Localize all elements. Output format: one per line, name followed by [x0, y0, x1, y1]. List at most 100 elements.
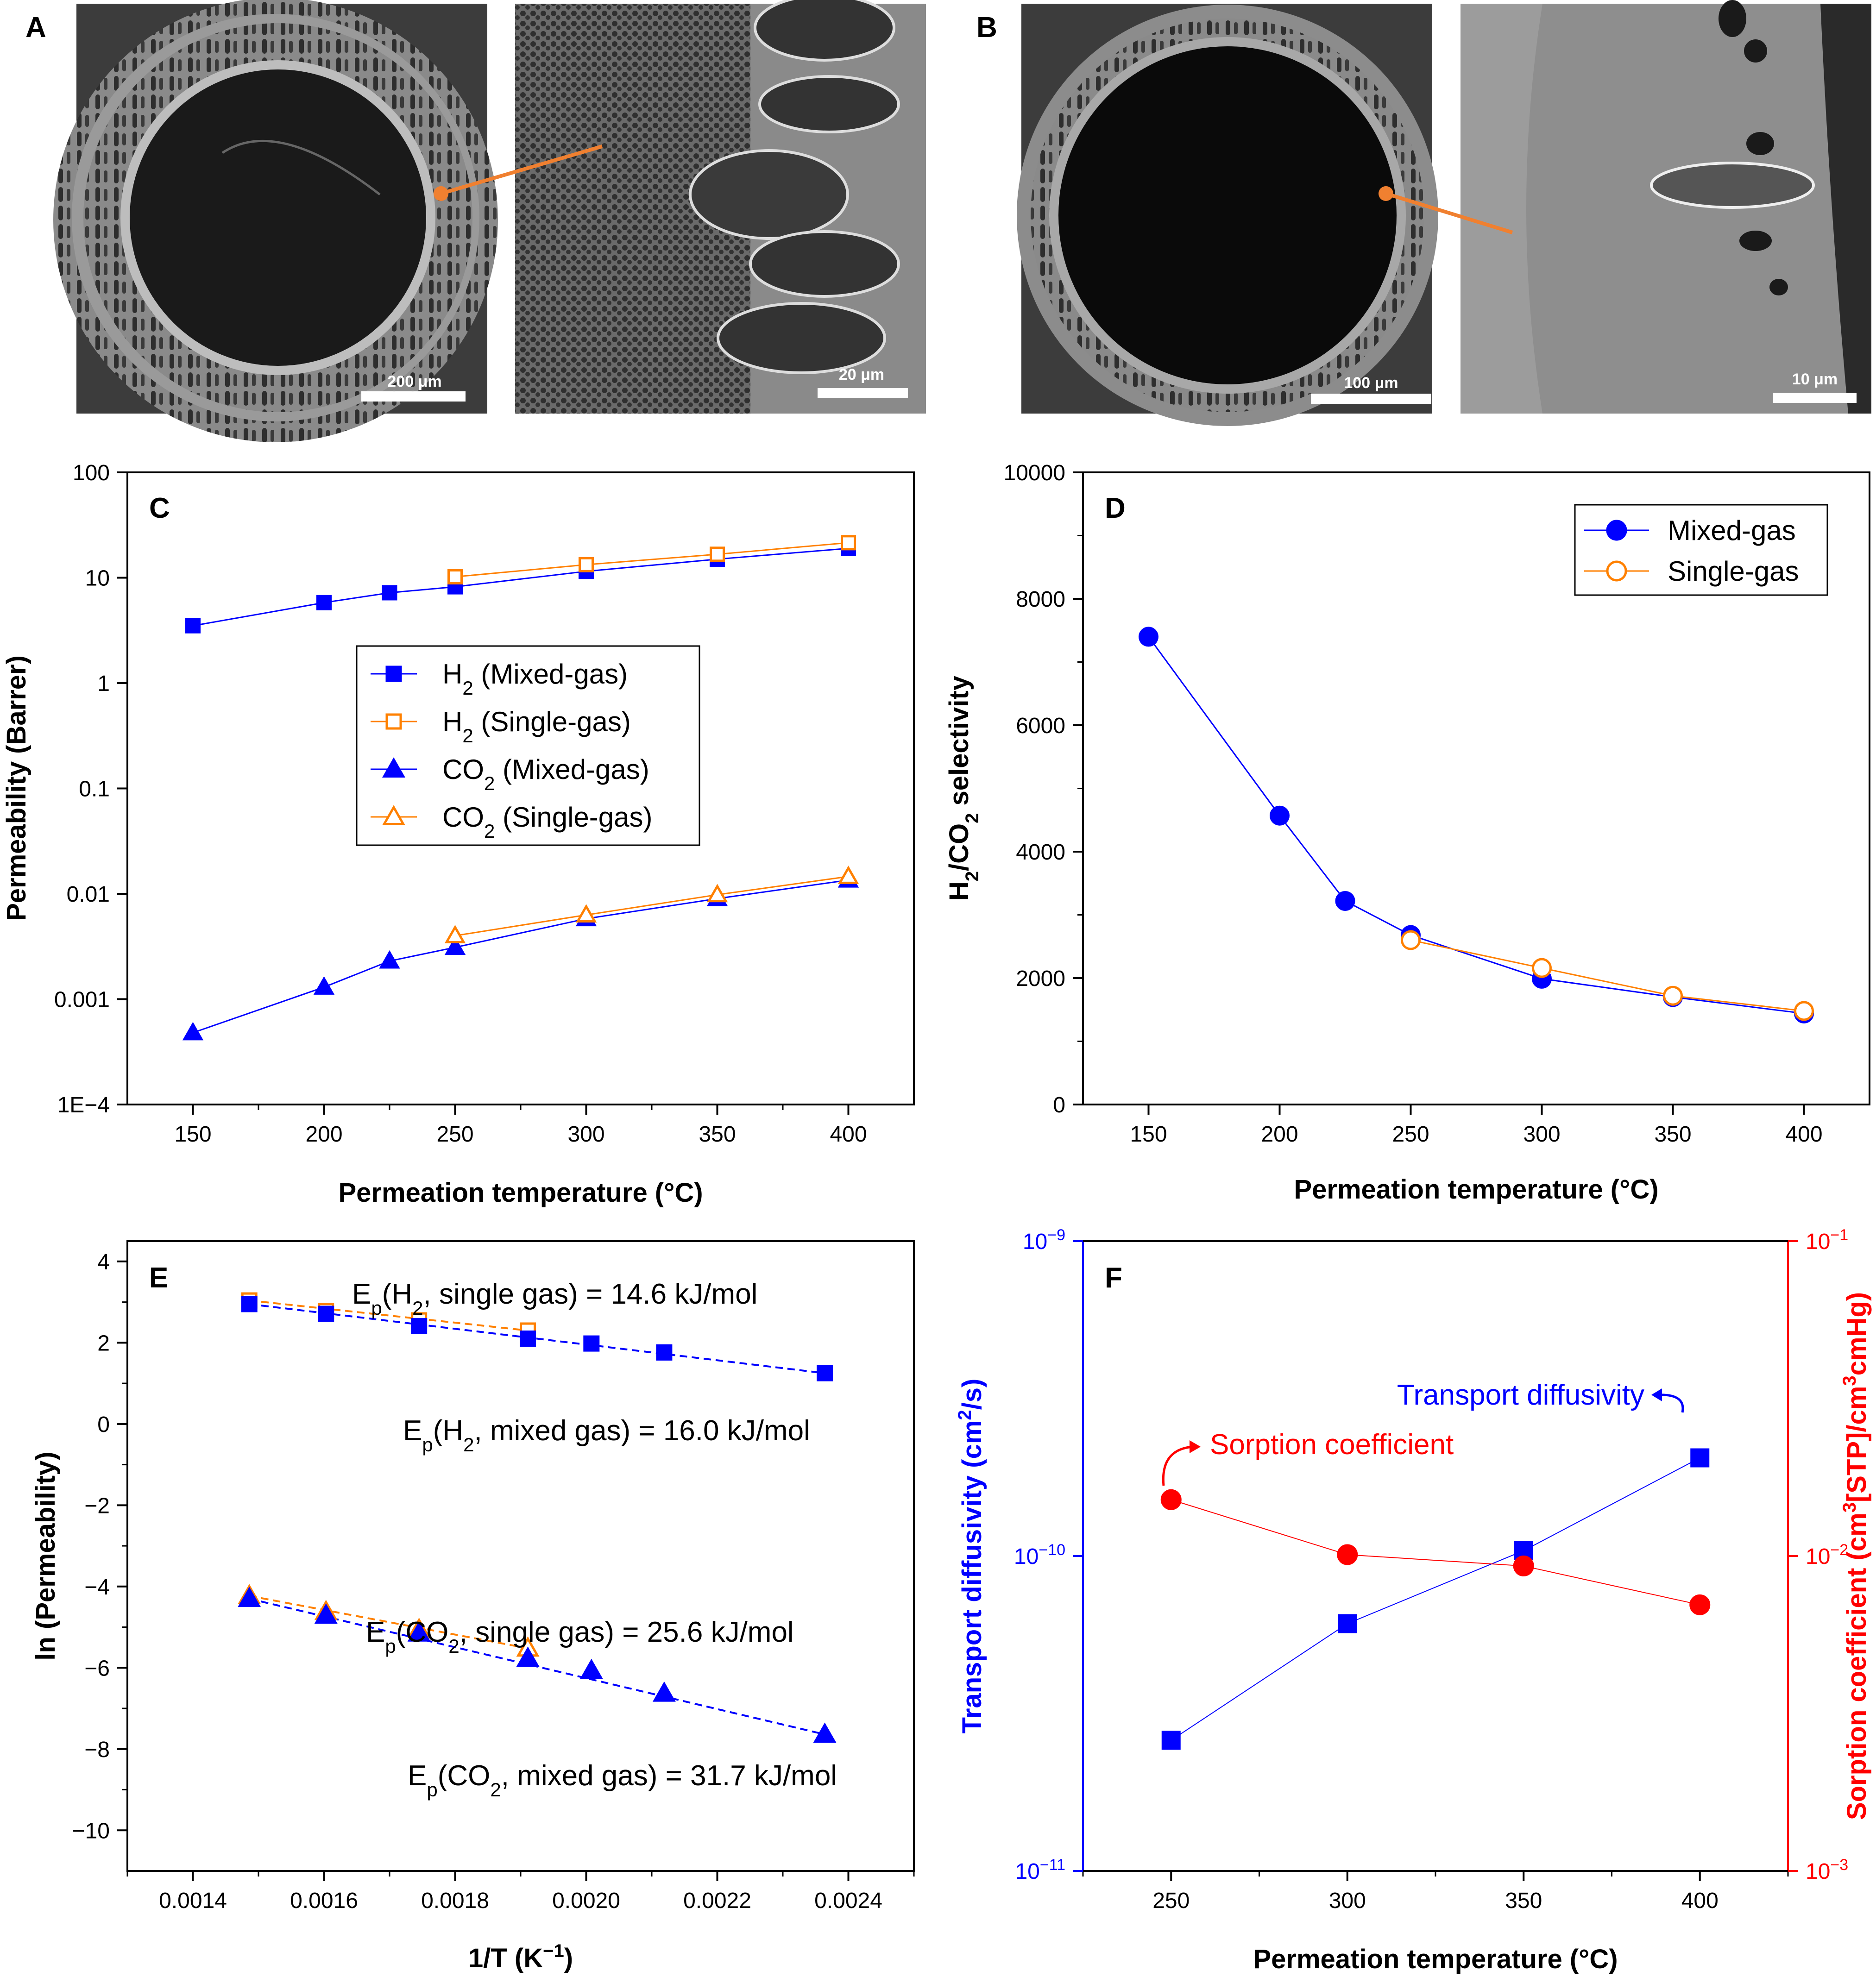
data-point — [1689, 1594, 1711, 1615]
x-tick-label: 0.0020 — [552, 1889, 620, 1913]
anno-pre: E — [366, 1616, 385, 1648]
legend-label-rest: (Mixed-gas) — [473, 659, 628, 690]
legend-label-rest: (Mixed-gas) — [495, 754, 649, 785]
x-tick-label: 300 — [567, 1122, 604, 1147]
y-tick-label: 2 — [97, 1331, 110, 1356]
tick-exp: −2 — [1830, 1541, 1848, 1559]
fit-line — [249, 1303, 825, 1374]
panel-e: E 0.0014 0.0016 0.0018 0.0020 0.0022 0.0024 4 2… — [31, 1240, 915, 1973]
sem-image-a-right: 20 μm — [515, 0, 926, 414]
data-point — [579, 1658, 603, 1679]
data-point — [382, 585, 397, 601]
tick-exp: −9 — [1047, 1226, 1065, 1244]
y-tick-label: 1 — [97, 672, 110, 696]
legend-marker — [382, 757, 406, 778]
legend-label: H2 (Mixed-gas) — [442, 659, 628, 699]
data-point — [313, 976, 335, 995]
data-point — [447, 569, 463, 585]
data-point — [318, 1305, 334, 1322]
legend-label: Single-gas — [1668, 556, 1799, 587]
scalebar-b-left — [1311, 394, 1431, 404]
panel-c: C 150 200 250 300 350 400 100 10 1 0.1 0.01 0.001 1E… — [1, 461, 915, 1208]
series-line — [1171, 1457, 1700, 1741]
data-point — [520, 1331, 536, 1347]
y-right-tick-label: 10−3 — [1806, 1856, 1848, 1884]
series-line — [1171, 1499, 1700, 1606]
data-point — [1532, 958, 1552, 978]
data-point — [314, 1603, 338, 1624]
data-point — [1337, 1544, 1358, 1565]
x-tick-label: 0.0022 — [683, 1889, 751, 1913]
anno-post: (H — [382, 1278, 412, 1310]
scalebar-a-right-label: 20 μm — [839, 366, 884, 383]
data-point — [516, 1646, 540, 1667]
legend-marker — [385, 713, 402, 730]
legend-marker — [1606, 560, 1627, 582]
legend-marker — [1606, 520, 1627, 541]
data-point — [1160, 1489, 1182, 1510]
series-line — [1148, 636, 1804, 1014]
y-tick-label: 0 — [97, 1412, 110, 1437]
anno-sub2: 2 — [412, 1297, 423, 1319]
panel-e-ticks: 0.0014 0.0016 0.0018 0.0020 0.0022 0.0024 4 2 0 −… — [72, 1250, 915, 1913]
panel-d-series — [1139, 627, 1814, 1023]
legend-label-sub: 2 — [462, 677, 473, 699]
anno-pre: E — [408, 1760, 427, 1792]
tick-exp: −10 — [1039, 1541, 1065, 1559]
x-tick-label: 400 — [830, 1122, 867, 1147]
panel-e-series — [238, 1292, 837, 1743]
tick-base: 10 — [1806, 1859, 1830, 1884]
data-point — [575, 904, 597, 923]
panel-e-letter: E — [149, 1262, 168, 1294]
panel-e-ylabel: ln (Permeability) — [31, 1451, 61, 1660]
tick-base: 10 — [1806, 1230, 1830, 1254]
anno-sub2: 2 — [490, 1779, 501, 1801]
legend-label: CO2 (Single-gas) — [442, 802, 653, 842]
y-left-tick-label: 10−11 — [1015, 1856, 1065, 1884]
x-tick-label: 400 — [1681, 1889, 1719, 1913]
series-line — [455, 876, 849, 937]
tick-base: 10 — [1023, 1230, 1047, 1254]
panel-f: F 250 300 350 40010−910−1010−1110−110−210−3… — [955, 1226, 1872, 1974]
data-point — [182, 1022, 204, 1041]
x-tick-label: 150 — [1130, 1122, 1167, 1147]
legend-label-rest: (Single-gas) — [495, 802, 652, 833]
panel-d: D 150 200 250 300 350 40002000400060008000100… — [944, 461, 1870, 1205]
panel-c-series — [182, 535, 859, 1041]
fit-annotation: Ep(H2, mixed gas) = 16.0 kJ/mol — [403, 1415, 810, 1456]
legend-label: CO2 (Mixed-gas) — [442, 754, 649, 794]
y-right-tick-label: 10−1 — [1806, 1226, 1848, 1254]
legend-label-main: CO — [442, 802, 484, 833]
panel-b-letter: B — [976, 12, 997, 44]
data-point — [411, 1318, 428, 1334]
sem-image-b-left: 100 μm — [1017, 4, 1438, 426]
anno-sub2: 2 — [463, 1434, 474, 1456]
transport-diffusivity-arrow — [1658, 1393, 1684, 1413]
panel-c-legend: H2 (Mixed-gas)H2 (Single-gas)CO2 (Mixed-… — [356, 645, 700, 846]
legend-label-sub: 2 — [484, 772, 495, 794]
data-point — [316, 595, 332, 610]
panel-a-letter: A — [25, 12, 46, 44]
y-tick-label: 0.001 — [54, 988, 110, 1012]
anno-pre: E — [403, 1415, 422, 1447]
data-point — [241, 1296, 258, 1312]
panel-f-xlabel: Permeation temperature (°C) — [1253, 1944, 1618, 1974]
x-tick-label: 0.0018 — [421, 1889, 489, 1913]
series-line — [193, 879, 849, 1034]
tick-base: 10 — [1014, 1544, 1039, 1569]
anno-post: (CO — [396, 1616, 449, 1648]
legend-label-main: CO — [442, 754, 484, 785]
panel-f-ylabel-right: Sorption coefficient (cm3[STP]/cm3cmHg) — [1839, 1292, 1872, 1820]
series-line — [455, 542, 849, 578]
data-point — [652, 1681, 676, 1702]
panel-f-letter: F — [1105, 1262, 1122, 1294]
y-tick-label: 1E−4 — [57, 1093, 110, 1117]
panel-c-xlabel: Permeation temperature (°C) — [338, 1178, 703, 1208]
legend-marker — [382, 805, 406, 826]
anno-sub: p — [422, 1434, 433, 1456]
zoom-point-a — [434, 186, 448, 201]
y-tick-label: 0.1 — [79, 777, 110, 802]
data-point — [579, 557, 594, 572]
